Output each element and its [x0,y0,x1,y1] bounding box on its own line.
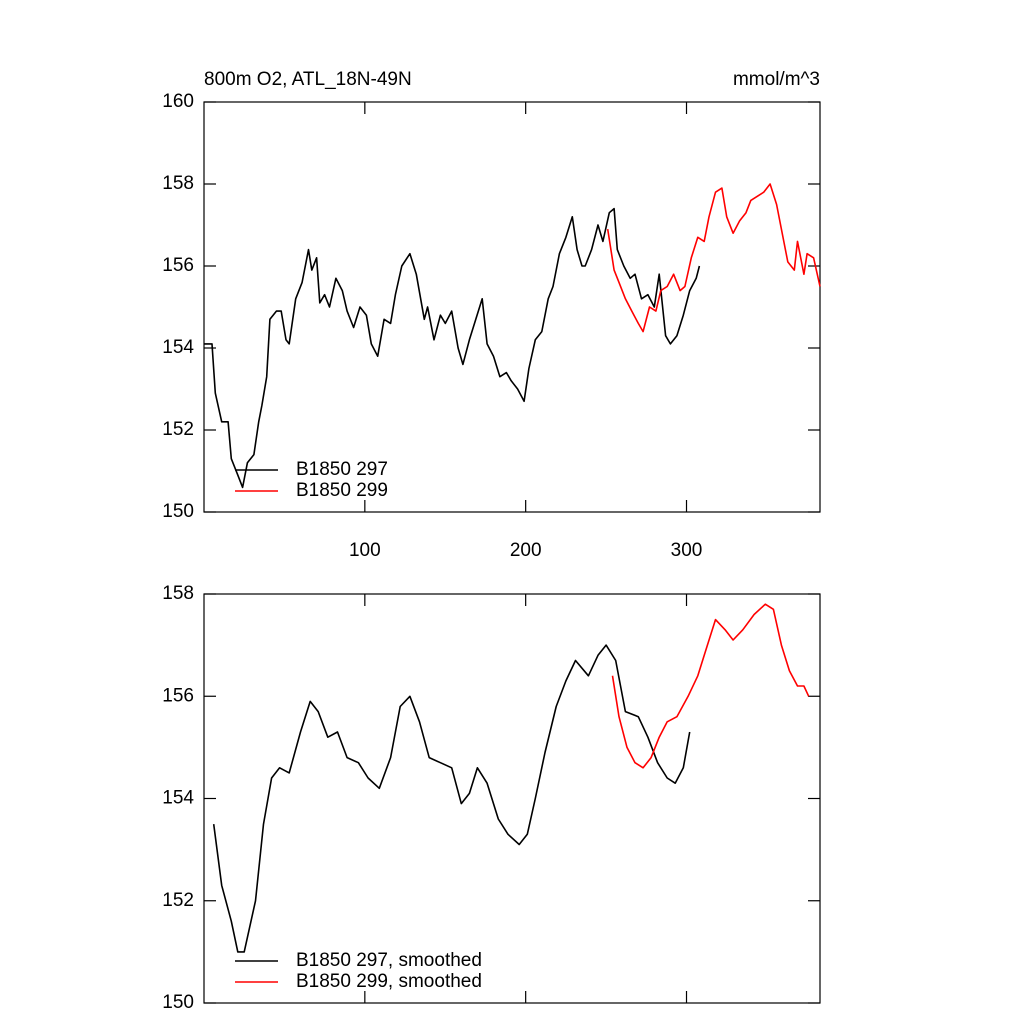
y-tick-label: 156 [162,685,194,706]
plot-frame [203,101,821,513]
legend-label: B1850 299, smoothed [296,971,482,992]
y-tick-label: 160 [162,91,194,112]
x-tick-label: 200 [510,540,542,561]
plot-frame [203,593,821,1004]
y-tick-label: 158 [162,583,194,604]
x-tick-label: 100 [349,540,381,561]
y-tick-label: 150 [162,992,194,1013]
y-tick-label: 156 [162,255,194,276]
y-tick-label: 154 [162,788,194,809]
data-line [606,183,821,333]
data-line [212,644,691,953]
legend-label: B1850 297, smoothed [296,950,482,971]
y-tick-label: 150 [162,501,194,522]
y-tick-label: 152 [162,419,194,440]
chart-title: 800m O2, ATL_18N-49N [204,69,412,90]
legend-label: B1850 299 [296,480,388,501]
legend-label: B1850 297 [296,459,388,480]
units-label: mmol/m^3 [733,69,820,90]
data-line [204,207,701,489]
x-tick-label: 300 [671,540,703,561]
data-line [611,603,810,769]
y-tick-label: 152 [162,890,194,911]
y-tick-label: 154 [162,337,194,358]
y-tick-label: 158 [162,173,194,194]
